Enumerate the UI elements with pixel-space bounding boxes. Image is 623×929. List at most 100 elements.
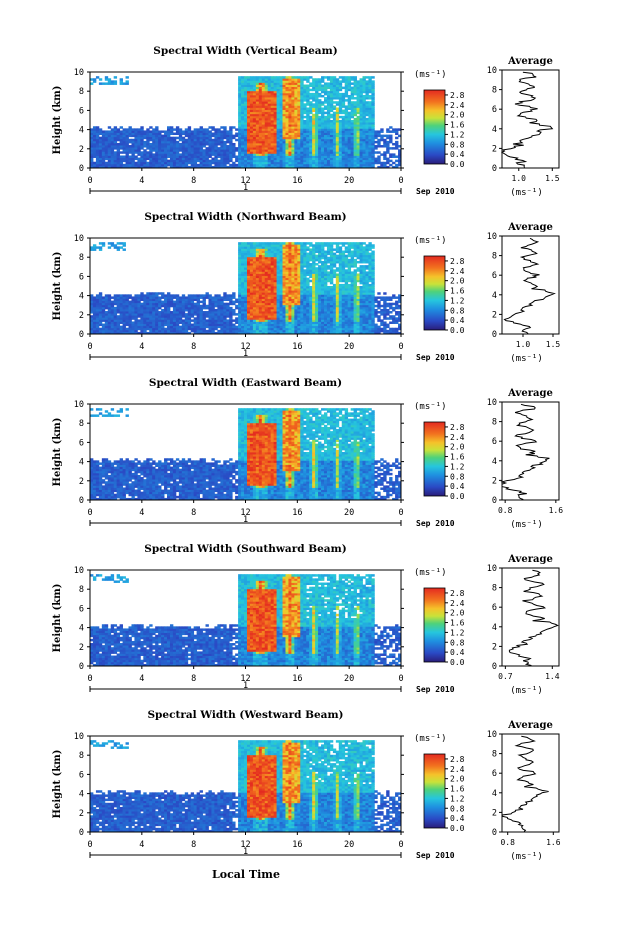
heatmap-cell bbox=[164, 149, 168, 152]
heatmap-cell bbox=[208, 161, 212, 165]
heatmap-cell bbox=[246, 132, 251, 136]
heatmap-cell bbox=[131, 165, 135, 169]
heatmap-cell bbox=[90, 132, 94, 136]
heatmap-cell bbox=[255, 151, 260, 154]
heatmap-cell bbox=[258, 99, 263, 102]
heatmap-cell bbox=[125, 128, 129, 131]
heatmap-cell bbox=[158, 132, 162, 136]
average-y-tick-label: 6 bbox=[492, 105, 497, 115]
heatmap-cell bbox=[152, 159, 156, 163]
heatmap-cell bbox=[282, 242, 286, 245]
heatmap-cell bbox=[104, 142, 109, 146]
heatmap-cell bbox=[143, 130, 147, 133]
heatmap-cell bbox=[244, 132, 248, 136]
heatmap-cell bbox=[249, 86, 254, 90]
heatmap-cell bbox=[267, 242, 272, 245]
heatmap-cell bbox=[217, 161, 221, 165]
heatmap-cell bbox=[167, 149, 171, 152]
heatmap-cell bbox=[232, 145, 236, 148]
heatmap-cell bbox=[232, 147, 236, 150]
heatmap-cells bbox=[90, 242, 402, 335]
heatmap-cell bbox=[193, 149, 198, 152]
heatmap-cell bbox=[196, 132, 200, 136]
heatmap-cell bbox=[202, 132, 206, 136]
heatmap-cell bbox=[264, 117, 269, 121]
heatmap-cell bbox=[107, 153, 112, 156]
heatmap-cell bbox=[110, 149, 115, 152]
heatmap-cell bbox=[353, 97, 357, 100]
heatmap-cell bbox=[95, 145, 100, 148]
heatmap-cell bbox=[270, 165, 275, 169]
heatmap-cell bbox=[167, 138, 171, 142]
heatmap-cell bbox=[270, 155, 275, 158]
heatmap-cell bbox=[190, 155, 195, 158]
heatmap-cell bbox=[252, 157, 257, 161]
heatmap-cell bbox=[244, 105, 248, 108]
average-y-tick-label: 0 bbox=[492, 164, 497, 174]
heatmap-cell bbox=[235, 134, 239, 138]
heatmap-cell bbox=[181, 136, 186, 140]
heatmap-cell bbox=[137, 319, 141, 322]
heatmap-cell bbox=[175, 136, 180, 140]
heatmap-cell bbox=[101, 296, 106, 299]
heatmap-cell bbox=[128, 294, 132, 297]
heatmap-cell bbox=[110, 296, 115, 299]
heatmap-cell bbox=[238, 163, 242, 167]
heatmap-cell bbox=[190, 161, 195, 165]
heatmap-cell bbox=[241, 126, 245, 129]
heatmap-cell bbox=[167, 130, 171, 133]
heatmap-cell bbox=[235, 155, 239, 158]
heatmap-cell bbox=[252, 111, 257, 115]
heatmap-cell bbox=[258, 107, 263, 110]
heatmap-cell bbox=[211, 157, 215, 161]
heatmap-cell bbox=[169, 161, 174, 165]
heatmap-cell bbox=[246, 155, 251, 158]
heatmap-cell bbox=[104, 145, 109, 148]
heatmap-cell bbox=[252, 82, 257, 85]
heatmap-cell bbox=[95, 157, 100, 161]
heatmap-cell bbox=[238, 78, 242, 81]
heatmap-cell bbox=[306, 76, 310, 79]
heatmap-cell bbox=[252, 145, 257, 148]
heatmap-cell bbox=[107, 130, 112, 133]
heatmap-cell bbox=[252, 78, 257, 81]
heatmap-cell bbox=[122, 145, 126, 148]
heatmap-cell bbox=[137, 147, 141, 150]
heatmap-cell bbox=[241, 86, 245, 90]
heatmap-cell bbox=[181, 147, 186, 150]
heatmap-cell bbox=[294, 76, 298, 79]
heatmap-cell bbox=[143, 157, 147, 161]
heatmap-cell bbox=[226, 140, 230, 144]
heatmap-cell bbox=[359, 78, 363, 81]
heatmap-cell bbox=[107, 126, 112, 129]
heatmap-cell bbox=[229, 134, 233, 138]
heatmap-cell bbox=[264, 155, 269, 158]
heatmap-cell bbox=[264, 122, 269, 125]
heatmap-cell bbox=[199, 140, 203, 144]
heatmap-cell bbox=[205, 140, 209, 144]
heatmap-cell bbox=[110, 134, 115, 138]
heatmap-cell bbox=[323, 97, 328, 100]
heatmap-cell bbox=[90, 128, 94, 131]
heatmap-cell bbox=[107, 155, 112, 158]
heatmap-cell bbox=[261, 76, 266, 79]
heatmap-cell bbox=[267, 88, 272, 92]
average-title: Average bbox=[507, 56, 553, 67]
average-profile-line bbox=[500, 71, 554, 168]
heatmap-cell bbox=[214, 155, 218, 158]
heatmap-cell bbox=[223, 292, 227, 295]
heatmap-cell bbox=[383, 134, 387, 138]
heatmap-cell bbox=[267, 97, 272, 100]
heatmap-cell bbox=[211, 151, 215, 154]
heatmap-cell bbox=[255, 132, 260, 136]
heatmap-cell bbox=[392, 161, 396, 165]
heatmap-cell bbox=[107, 294, 112, 297]
heatmap-cell bbox=[104, 134, 109, 138]
heatmap-cell bbox=[341, 115, 346, 119]
heatmap-cell bbox=[244, 153, 248, 156]
heatmap-cell bbox=[303, 103, 307, 106]
heatmap-cell bbox=[270, 92, 275, 96]
heatmap-cell bbox=[395, 159, 399, 163]
heatmap-cell bbox=[261, 86, 266, 90]
heatmap-cell bbox=[101, 323, 106, 327]
